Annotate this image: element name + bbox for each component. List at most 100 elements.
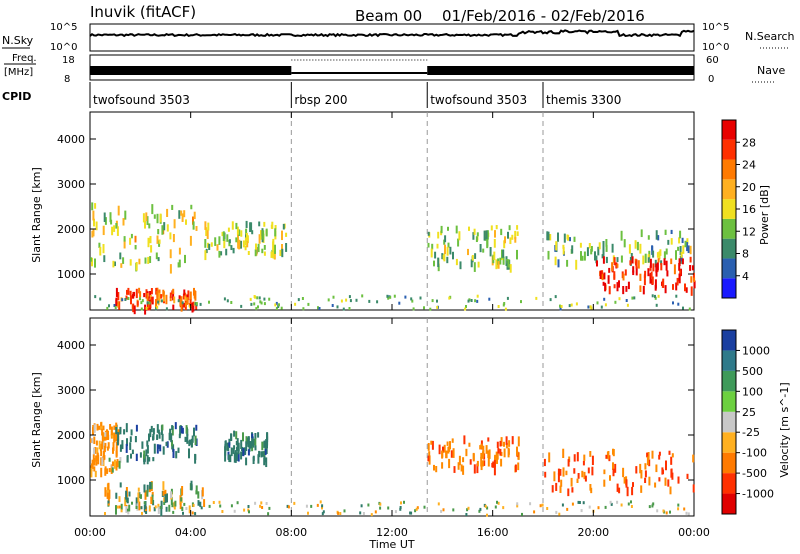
data-cell [230, 301, 233, 304]
data-cell [559, 307, 562, 311]
data-cell [106, 490, 109, 499]
data-cell [467, 299, 470, 303]
data-cell [247, 436, 250, 441]
data-cell [555, 510, 558, 514]
data-cell [468, 442, 471, 447]
data-cell [100, 457, 103, 466]
data-cell [686, 238, 689, 244]
data-cell [90, 467, 93, 478]
data-cell [589, 305, 592, 309]
data-cell [575, 259, 578, 270]
data-cell [172, 234, 175, 243]
data-cell [228, 438, 231, 446]
data-cell [189, 299, 192, 308]
data-cell [144, 501, 147, 510]
data-cell [140, 494, 142, 499]
data-cell [646, 456, 649, 466]
colorbar-swatch [722, 370, 736, 392]
x-tick-label: 04:00 [175, 526, 207, 539]
data-cell [151, 491, 154, 497]
data-cell [463, 435, 466, 445]
data-cell [665, 460, 667, 471]
data-cell [548, 452, 551, 463]
data-cell [493, 459, 496, 468]
data-cell [204, 221, 207, 230]
data-cell [90, 438, 92, 443]
data-cell [180, 301, 183, 312]
data-cell [511, 436, 514, 445]
data-cell [130, 453, 132, 459]
data-cell [568, 304, 571, 308]
freq-block [427, 66, 543, 75]
data-cell [693, 280, 696, 289]
data-cell [440, 225, 443, 234]
data-cell [152, 428, 155, 435]
data-cell [616, 257, 619, 263]
data-cell [486, 230, 489, 240]
data-cell [248, 510, 250, 514]
freq-label: Freq. [12, 53, 37, 64]
data-cell [404, 295, 407, 299]
data-cell [494, 505, 497, 509]
data-cell [221, 510, 224, 513]
data-cell [129, 237, 132, 245]
velocity-colorbar: -1000 -500 -100 -25 25 100 500 1000 [721, 329, 774, 515]
data-cell [560, 479, 563, 487]
data-cell [491, 462, 494, 468]
data-cell [263, 457, 266, 466]
data-cell [240, 451, 243, 460]
data-cell [656, 262, 659, 271]
data-cell [681, 237, 684, 244]
data-cell [278, 303, 280, 307]
data-cell [496, 500, 498, 504]
data-cell [188, 448, 190, 459]
data-cell [280, 306, 283, 310]
data-cell [602, 247, 605, 257]
data-cell [135, 262, 138, 271]
data-cell [667, 239, 670, 245]
data-cell [631, 296, 634, 300]
data-cell [157, 429, 160, 434]
data-cell [258, 296, 261, 300]
data-cell [190, 485, 193, 491]
data-cell [145, 449, 148, 457]
data-cell [321, 504, 324, 508]
data-cell [559, 304, 561, 308]
data-cell [655, 263, 658, 273]
data-cell [581, 255, 584, 261]
data-cell [609, 475, 611, 481]
data-cell [257, 243, 260, 253]
data-cell [101, 457, 104, 466]
data-cell [618, 297, 621, 301]
data-cell [464, 307, 467, 311]
data-cell [150, 425, 153, 433]
data-cell [137, 492, 140, 503]
data-cell [236, 443, 239, 451]
data-cell [693, 277, 696, 283]
data-cell [597, 506, 600, 510]
data-cell [227, 446, 230, 452]
data-cell [479, 507, 482, 511]
data-cell [144, 490, 147, 500]
data-cell [121, 298, 124, 302]
data-cell [605, 239, 608, 247]
data-cell [423, 505, 426, 509]
data-cell [156, 434, 159, 440]
data-cell [189, 235, 192, 246]
data-cell [665, 248, 668, 255]
data-cell [192, 503, 195, 507]
data-cell [240, 240, 242, 249]
data-cell [497, 447, 500, 454]
data-cell [435, 466, 438, 473]
data-cell [118, 496, 121, 502]
data-cell [647, 257, 650, 263]
data-cell [195, 424, 198, 431]
data-cell [226, 234, 229, 242]
data-cell [161, 225, 164, 235]
data-cell [446, 441, 449, 446]
data-cell [529, 502, 532, 506]
data-cell [237, 234, 239, 244]
data-cell [626, 303, 629, 307]
data-cell [400, 501, 402, 505]
data-cell [582, 460, 585, 466]
